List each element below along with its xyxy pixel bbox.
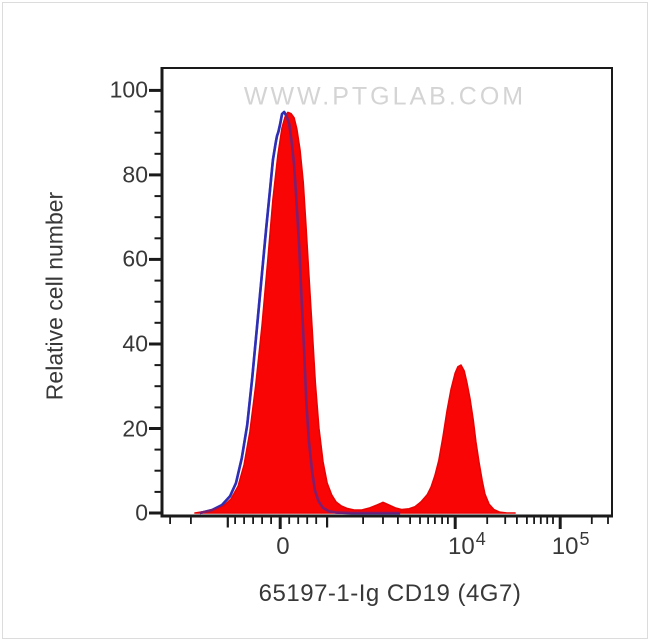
y-tick-label: 0 [135, 499, 148, 526]
x-tick-label: 105 [551, 529, 590, 560]
y-tick-label: 60 [122, 245, 148, 272]
watermark: WWW.PTGLAB.COM [243, 82, 527, 111]
y-tick-label: 20 [122, 415, 148, 441]
x-tick-label: 104 [448, 529, 486, 560]
x-axis-title: 65197-1-Ig CD19 (4G7) [258, 580, 522, 607]
red-histogram-area [194, 111, 516, 514]
x-tick-exponent: 5 [579, 529, 590, 549]
y-tick-label: 40 [122, 330, 148, 357]
y-axis-title: Relative cell number [41, 191, 68, 401]
y-tick-label: 80 [122, 161, 148, 188]
control-line-overlay [199, 110, 401, 515]
y-tick-label: 100 [109, 76, 148, 103]
x-tick-exponent: 4 [475, 529, 486, 549]
x-tick-label: 0 [276, 533, 290, 560]
